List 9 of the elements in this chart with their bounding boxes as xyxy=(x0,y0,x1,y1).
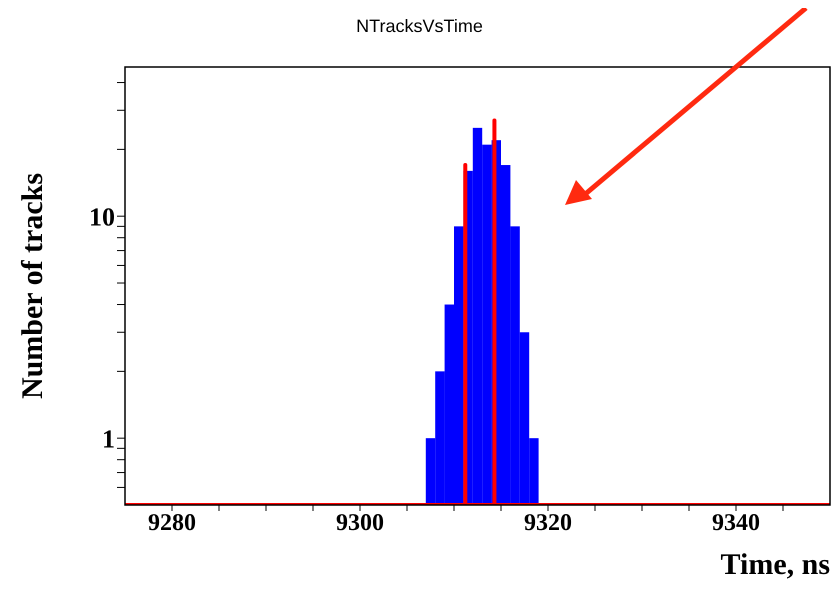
x-tick-label: 9320 xyxy=(524,510,572,536)
x-tick-label: 9300 xyxy=(336,510,384,536)
y-tick-label: 10 xyxy=(89,202,115,232)
y-axis-title: Number of tracks xyxy=(16,172,49,400)
x-axis-title: Time, ns xyxy=(720,548,830,581)
chart-title: NTracksVsTime xyxy=(355,16,484,37)
x-tick-label: 9340 xyxy=(712,510,760,536)
x-tick-label: 9280 xyxy=(148,510,196,536)
y-tick-label: 1 xyxy=(102,424,115,454)
